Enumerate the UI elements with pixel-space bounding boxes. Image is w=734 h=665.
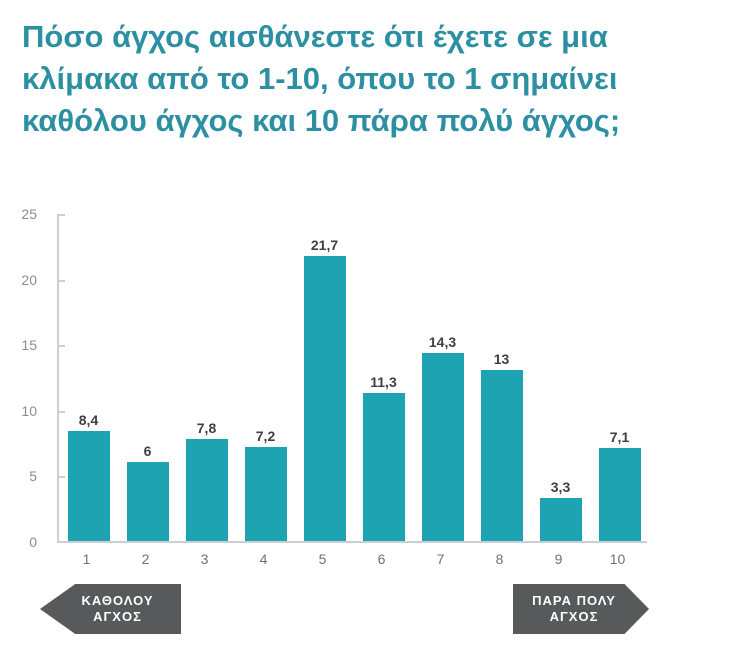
- bar-10: [598, 447, 641, 541]
- x-axis-category-label: 8: [495, 551, 504, 567]
- x-axis-category-label: 9: [554, 551, 563, 567]
- x-axis-category-label: 4: [259, 551, 268, 567]
- y-axis-tick-label: 5: [29, 468, 37, 485]
- page-title-line-2: κλίμακα από το 1-10, όπου το 1 σημαίνει: [22, 61, 618, 96]
- left-arrow-label-line-1: ΚΑΘΟΛΟΥ: [81, 593, 154, 608]
- y-axis-tick-mark: [57, 410, 65, 413]
- left-arrow-label-line-2: ΑΓΧΟΣ: [93, 609, 142, 624]
- y-axis-tick-mark: [57, 214, 65, 216]
- x-axis-category-label: 10: [609, 551, 626, 567]
- x-axis-category-label: 3: [200, 551, 209, 567]
- page-title-line-1: Πόσο άγχος αισθάνεστε ότι έχετε σε μια: [22, 19, 608, 54]
- bar-value-label: 7,2: [255, 427, 276, 444]
- bar-5: [303, 256, 346, 541]
- left-arrow-callout: ΚΑΘΟΛΟΥ ΑΓΧΟΣ: [40, 584, 181, 634]
- x-axis-category-label: 6: [377, 551, 386, 567]
- plot-area: 8,4 6 7,8 7,2 21,7 11,3 14,3 13 3,3 7,1: [57, 215, 647, 543]
- x-axis-category-label: 5: [318, 551, 327, 567]
- bar-value-label: 7,8: [196, 419, 217, 436]
- right-arrow-label-line-1: ΠΑΡΑ ΠΟΛΥ: [532, 593, 616, 608]
- bar-6: [362, 392, 405, 541]
- x-axis-category-label: 2: [141, 551, 150, 567]
- page-title: Πόσο άγχος αισθάνεστε ότι έχετε σε μια κ…: [22, 16, 722, 142]
- bar-3: [185, 438, 228, 541]
- bar-value-label: 7,1: [609, 428, 630, 445]
- bar-value-label: 11,3: [370, 373, 397, 390]
- bar-value-label: 3,3: [550, 478, 571, 495]
- y-axis-tick-mark: [57, 345, 65, 348]
- right-arrow-callout: ΠΑΡΑ ΠΟΛΥ ΑΓΧΟΣ: [513, 584, 649, 634]
- y-axis-tick-label: 20: [21, 271, 37, 288]
- bar-8: [480, 370, 523, 541]
- page-title-line-3: καθόλου άγχος και 10 πάρα πολύ άγχος;: [22, 103, 621, 138]
- right-arrow-label-line-2: ΑΓΧΟΣ: [549, 609, 599, 624]
- bar-value-label: 14,3: [428, 334, 457, 351]
- bar-1: [67, 430, 110, 541]
- chart: 8,4 6 7,8 7,2 21,7 11,3 14,3 13 3,3 7,1 0 5 10 15 20 2…: [0, 206, 734, 567]
- y-axis-tick-label: 0: [29, 534, 37, 550]
- bar-7: [421, 353, 464, 541]
- bar-9: [539, 497, 582, 541]
- y-axis-tick-mark: [57, 279, 65, 282]
- bar-value-label: 21,7: [310, 237, 339, 254]
- bar-value-label: 8,4: [78, 411, 99, 428]
- bar-value-label: 13: [493, 351, 510, 368]
- x-axis-category-label: 1: [82, 551, 91, 567]
- bar-2: [126, 462, 169, 541]
- y-axis-tick-label: 15: [21, 337, 37, 354]
- x-axis-category-label: 7: [436, 551, 445, 567]
- y-axis-tick-mark: [57, 476, 65, 479]
- bar-4: [244, 446, 287, 541]
- y-axis-tick-label: 25: [21, 206, 37, 222]
- y-axis-tick-label: 10: [21, 402, 37, 419]
- bar-value-label: 6: [143, 443, 152, 460]
